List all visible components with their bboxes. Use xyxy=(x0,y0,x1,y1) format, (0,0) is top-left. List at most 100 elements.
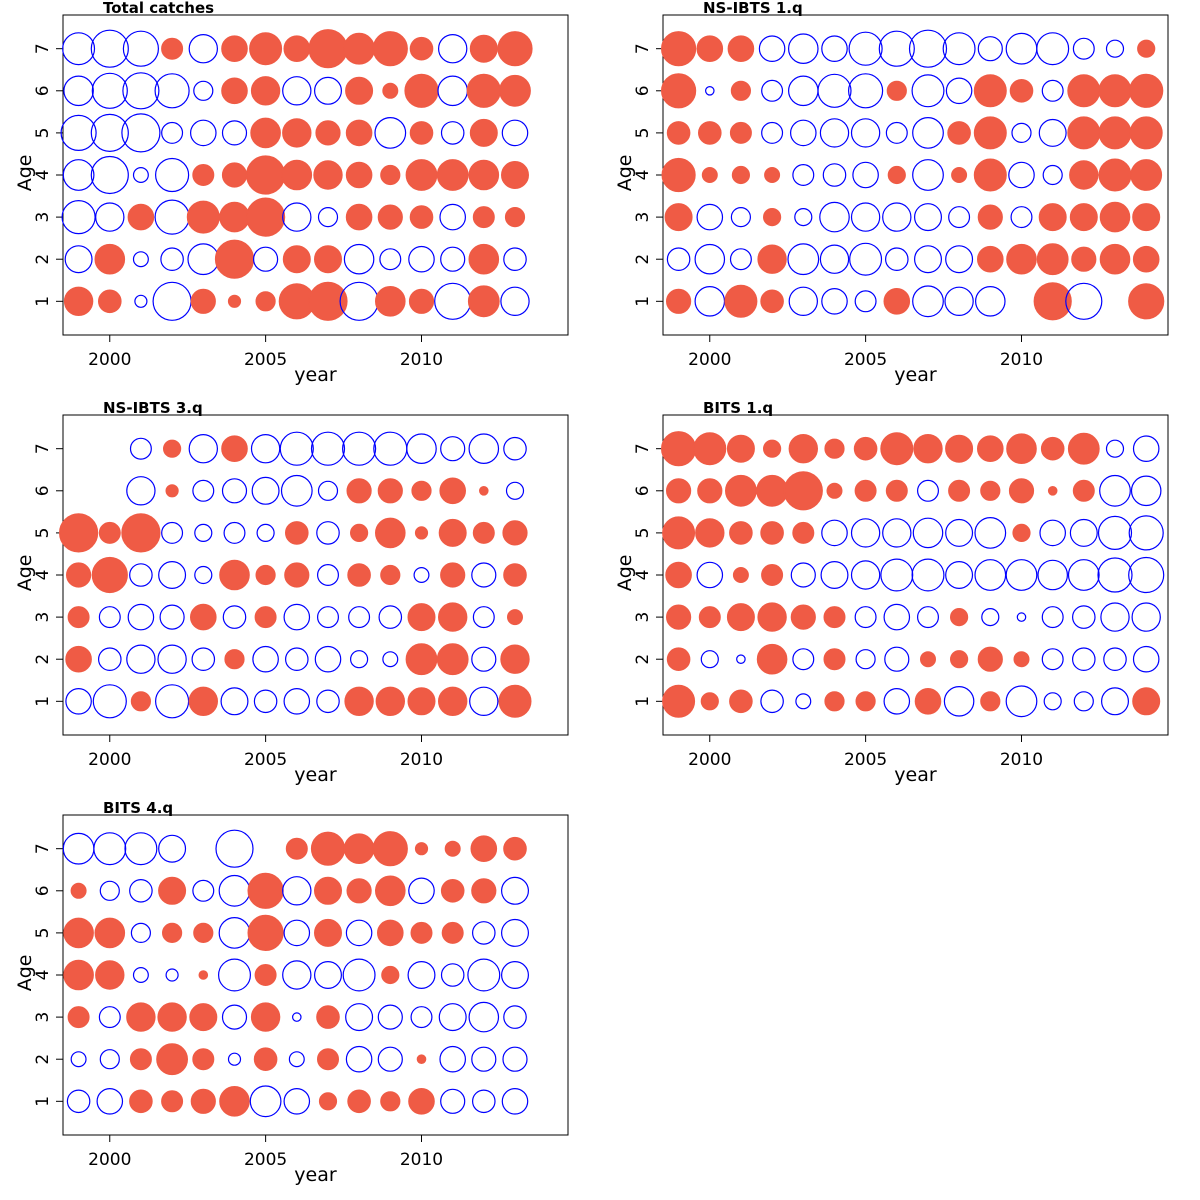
bubble-negative xyxy=(854,606,877,629)
bubble-negative xyxy=(283,919,311,947)
bubble-negative xyxy=(437,75,468,107)
plot-frame xyxy=(62,814,569,1136)
bubble-positive xyxy=(190,603,217,631)
bubble-negative xyxy=(817,73,852,108)
bubble-positive xyxy=(1132,203,1161,232)
bubble-negative xyxy=(981,607,1000,627)
bubble-positive xyxy=(214,239,255,279)
bubble-negative xyxy=(218,874,251,907)
bubble-negative xyxy=(345,1003,374,1032)
bubble-positive xyxy=(314,245,343,274)
bubble-negative xyxy=(440,963,465,987)
bubble-negative xyxy=(794,208,813,227)
bubble-negative xyxy=(758,35,786,62)
bubble-positive xyxy=(760,521,784,545)
y-tick-label: 5 xyxy=(33,927,53,938)
panel-title: BITS 1.q xyxy=(703,399,773,417)
bubble-positive xyxy=(1069,160,1099,190)
panel-2: NS-IBTS 1.q 2000 2005 2010 year 1 2 3 4 5 6 7 Age xyxy=(614,0,1169,386)
y-tick-label: 3 xyxy=(633,212,653,223)
bubble-positive xyxy=(414,842,429,856)
bubble-positive xyxy=(1137,39,1156,58)
bubble-positive xyxy=(407,687,436,716)
bubble-positive xyxy=(823,606,846,629)
bubble-positive xyxy=(98,289,122,314)
bubble-positive xyxy=(346,878,372,904)
bubble-negative xyxy=(943,685,975,717)
bubble-positive xyxy=(788,434,819,464)
bubble-positive xyxy=(158,876,187,905)
bubble-positive xyxy=(308,29,348,69)
bubble-positive xyxy=(436,159,469,191)
bubble-negative xyxy=(122,72,160,110)
bubble-positive xyxy=(250,1002,281,1032)
bubble-negative xyxy=(1100,602,1130,632)
bubble-negative xyxy=(787,33,819,64)
bubble-negative xyxy=(314,960,343,989)
bubble-negative xyxy=(192,479,215,502)
bubble-negative xyxy=(373,431,408,466)
bubble-negative xyxy=(912,517,944,549)
bubble-negative xyxy=(819,244,850,274)
y-tick-label: 1 xyxy=(633,296,653,307)
bubble-positive xyxy=(408,288,435,314)
y-tick-label: 3 xyxy=(33,612,53,623)
bubble-positive xyxy=(502,520,528,546)
bubble-negative xyxy=(850,202,881,232)
bubble-negative xyxy=(471,646,497,672)
bubble-negative xyxy=(1072,647,1096,671)
bubble-positive xyxy=(343,833,375,864)
bubble-negative xyxy=(1008,161,1035,189)
bubble-positive xyxy=(246,155,286,195)
bubble-negative xyxy=(382,651,399,668)
bubble-negative xyxy=(159,604,185,630)
bubble-negative xyxy=(317,563,340,586)
bubble-negative xyxy=(316,689,340,714)
bubble-negative xyxy=(1128,556,1165,594)
y-tick-label: 1 xyxy=(33,696,53,707)
bubble-negative xyxy=(908,29,948,68)
x-axis-label: year xyxy=(294,1164,337,1186)
x-tick-label: 2010 xyxy=(400,350,443,370)
bubble-positive xyxy=(283,35,311,62)
bubble-positive xyxy=(470,835,498,862)
bubble-positive xyxy=(973,74,1007,108)
y-tick-label: 4 xyxy=(33,570,53,581)
bubble-negative xyxy=(99,1049,120,1070)
bubble-positive xyxy=(729,121,752,144)
y-axis-label: Age xyxy=(14,555,36,592)
bubble-positive xyxy=(318,1092,338,1111)
bubble-positive xyxy=(471,878,497,904)
bubble-negative xyxy=(222,605,247,629)
bubble-negative xyxy=(70,1051,87,1068)
bubble-negative xyxy=(1041,606,1064,629)
bubble-positive xyxy=(405,643,438,676)
bubble-negative xyxy=(62,159,95,191)
bubble-negative xyxy=(129,878,153,903)
bubble-negative xyxy=(215,829,254,868)
y-tick-label: 5 xyxy=(633,127,653,138)
bubble-positive xyxy=(284,562,310,588)
bubble-positive xyxy=(127,203,155,231)
bubble-positive xyxy=(498,684,532,718)
bubble-positive xyxy=(249,32,283,66)
bubble-positive xyxy=(94,243,126,275)
bubble-negative xyxy=(911,558,945,592)
bubble-negative xyxy=(948,206,971,229)
bubble-negative xyxy=(916,479,939,502)
bubble-negative xyxy=(1042,164,1063,186)
bubble-negative xyxy=(913,245,942,274)
bubble-positive xyxy=(503,836,527,861)
bubble-positive xyxy=(282,118,312,148)
bubble-negative xyxy=(503,436,527,461)
bubble-positive xyxy=(255,564,276,586)
bubble-negative xyxy=(160,247,184,272)
bubble-negative xyxy=(129,437,152,460)
bubble-positive xyxy=(253,1047,278,1071)
x-tick-label: 2005 xyxy=(244,1150,287,1170)
bubble-positive xyxy=(951,167,968,184)
bubble-negative xyxy=(704,86,715,96)
bubble-positive xyxy=(70,882,87,899)
bubble-positive xyxy=(764,167,781,184)
bubble-negative xyxy=(155,684,190,719)
